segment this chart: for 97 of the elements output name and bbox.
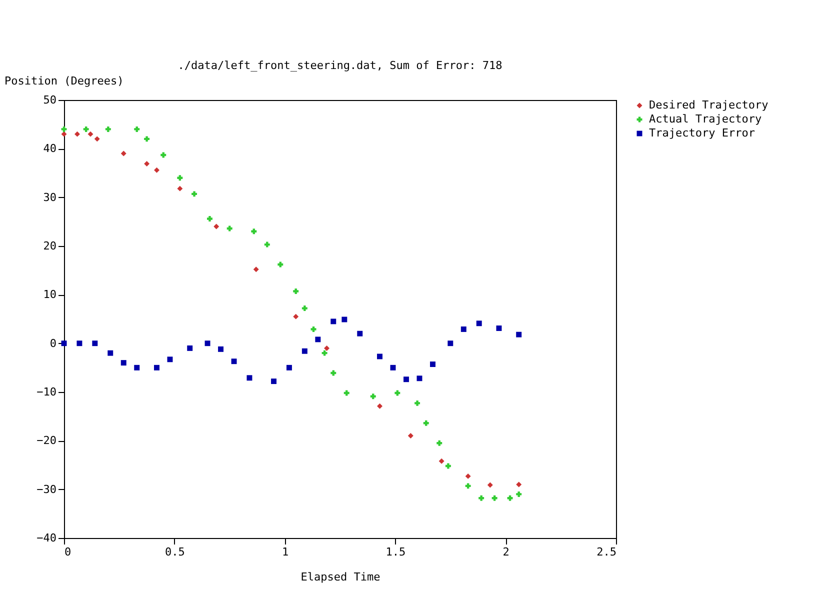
x-tick-label: 0.5 bbox=[164, 546, 185, 558]
point bbox=[516, 482, 522, 488]
point bbox=[61, 340, 67, 346]
y-tick-label: −20 bbox=[36, 434, 56, 448]
y-tick-label: −40 bbox=[36, 532, 56, 544]
point bbox=[134, 126, 140, 132]
point bbox=[330, 318, 336, 324]
point bbox=[310, 326, 316, 332]
point bbox=[315, 336, 321, 342]
point bbox=[144, 161, 150, 166]
point bbox=[192, 191, 198, 197]
point bbox=[154, 167, 160, 173]
point bbox=[226, 226, 232, 232]
point bbox=[436, 440, 442, 446]
point bbox=[344, 390, 350, 396]
point bbox=[154, 364, 160, 370]
point bbox=[416, 376, 422, 382]
point bbox=[507, 495, 513, 501]
y-tick-label: 20 bbox=[43, 240, 56, 252]
point bbox=[253, 266, 259, 272]
point bbox=[61, 126, 67, 132]
legend-label: Actual Trajectory bbox=[649, 112, 762, 126]
y-tick-label: 50 bbox=[43, 94, 56, 106]
point bbox=[293, 288, 299, 294]
point bbox=[408, 433, 414, 439]
chart-title: ./data/left_front_steering.dat, Sum of Error: 718 bbox=[178, 59, 502, 72]
point bbox=[264, 242, 270, 248]
y-tick-label: 40 bbox=[43, 142, 56, 156]
point bbox=[414, 400, 420, 406]
y-tick-label: −30 bbox=[36, 482, 56, 496]
point bbox=[496, 326, 502, 331]
point bbox=[218, 346, 224, 352]
x-tick-label: 2.5 bbox=[596, 546, 616, 558]
point bbox=[487, 482, 493, 488]
x-axis-title: Elapsed Time bbox=[300, 570, 380, 584]
point bbox=[120, 360, 126, 366]
legend-label: Trajectory Error bbox=[649, 126, 756, 140]
point bbox=[271, 378, 276, 384]
x-tick-label: 1.5 bbox=[386, 546, 406, 558]
y-tick-label: 10 bbox=[43, 288, 56, 302]
point bbox=[430, 362, 436, 367]
point bbox=[460, 326, 466, 332]
point bbox=[465, 483, 471, 489]
point bbox=[74, 131, 80, 137]
y-tick-label: 0 bbox=[50, 336, 56, 350]
point bbox=[177, 175, 183, 181]
point bbox=[302, 306, 308, 312]
x-tick-label: 1 bbox=[282, 546, 289, 558]
point bbox=[516, 332, 522, 338]
point bbox=[465, 473, 471, 479]
point bbox=[167, 356, 173, 362]
point bbox=[108, 350, 114, 356]
point bbox=[330, 370, 336, 376]
y-tick-label: −10 bbox=[36, 386, 56, 398]
point bbox=[448, 340, 454, 346]
point bbox=[445, 463, 451, 469]
point bbox=[302, 348, 308, 354]
point bbox=[357, 330, 363, 336]
point bbox=[492, 495, 498, 501]
point bbox=[144, 136, 150, 142]
point bbox=[187, 345, 193, 351]
point bbox=[177, 186, 183, 192]
point bbox=[377, 354, 382, 360]
point bbox=[204, 340, 210, 346]
y-axis-title: Position (Degrees) bbox=[4, 74, 124, 88]
point bbox=[404, 376, 409, 382]
point bbox=[423, 420, 429, 426]
point bbox=[286, 364, 292, 370]
point bbox=[105, 126, 111, 132]
point bbox=[516, 491, 522, 497]
point bbox=[377, 403, 382, 409]
point bbox=[438, 458, 444, 464]
point bbox=[94, 136, 100, 142]
point bbox=[88, 131, 94, 137]
x-tick-label: 2 bbox=[502, 546, 510, 558]
y-tick-label: 30 bbox=[43, 190, 56, 204]
point bbox=[134, 364, 140, 370]
point bbox=[370, 394, 376, 400]
x-tick-label: 0 bbox=[64, 546, 72, 558]
point bbox=[322, 350, 328, 356]
point bbox=[251, 228, 257, 234]
point bbox=[231, 358, 237, 364]
point bbox=[390, 364, 396, 370]
point bbox=[394, 390, 400, 396]
point bbox=[342, 316, 348, 322]
point bbox=[120, 150, 126, 156]
legend-label: Desired Trajectory bbox=[649, 98, 769, 112]
point bbox=[206, 216, 212, 222]
point bbox=[76, 340, 82, 346]
point bbox=[246, 375, 252, 381]
point bbox=[83, 126, 89, 132]
point bbox=[214, 224, 220, 230]
point bbox=[324, 345, 330, 351]
point bbox=[478, 495, 484, 501]
point bbox=[92, 340, 98, 346]
point bbox=[293, 314, 299, 320]
point bbox=[476, 320, 482, 326]
